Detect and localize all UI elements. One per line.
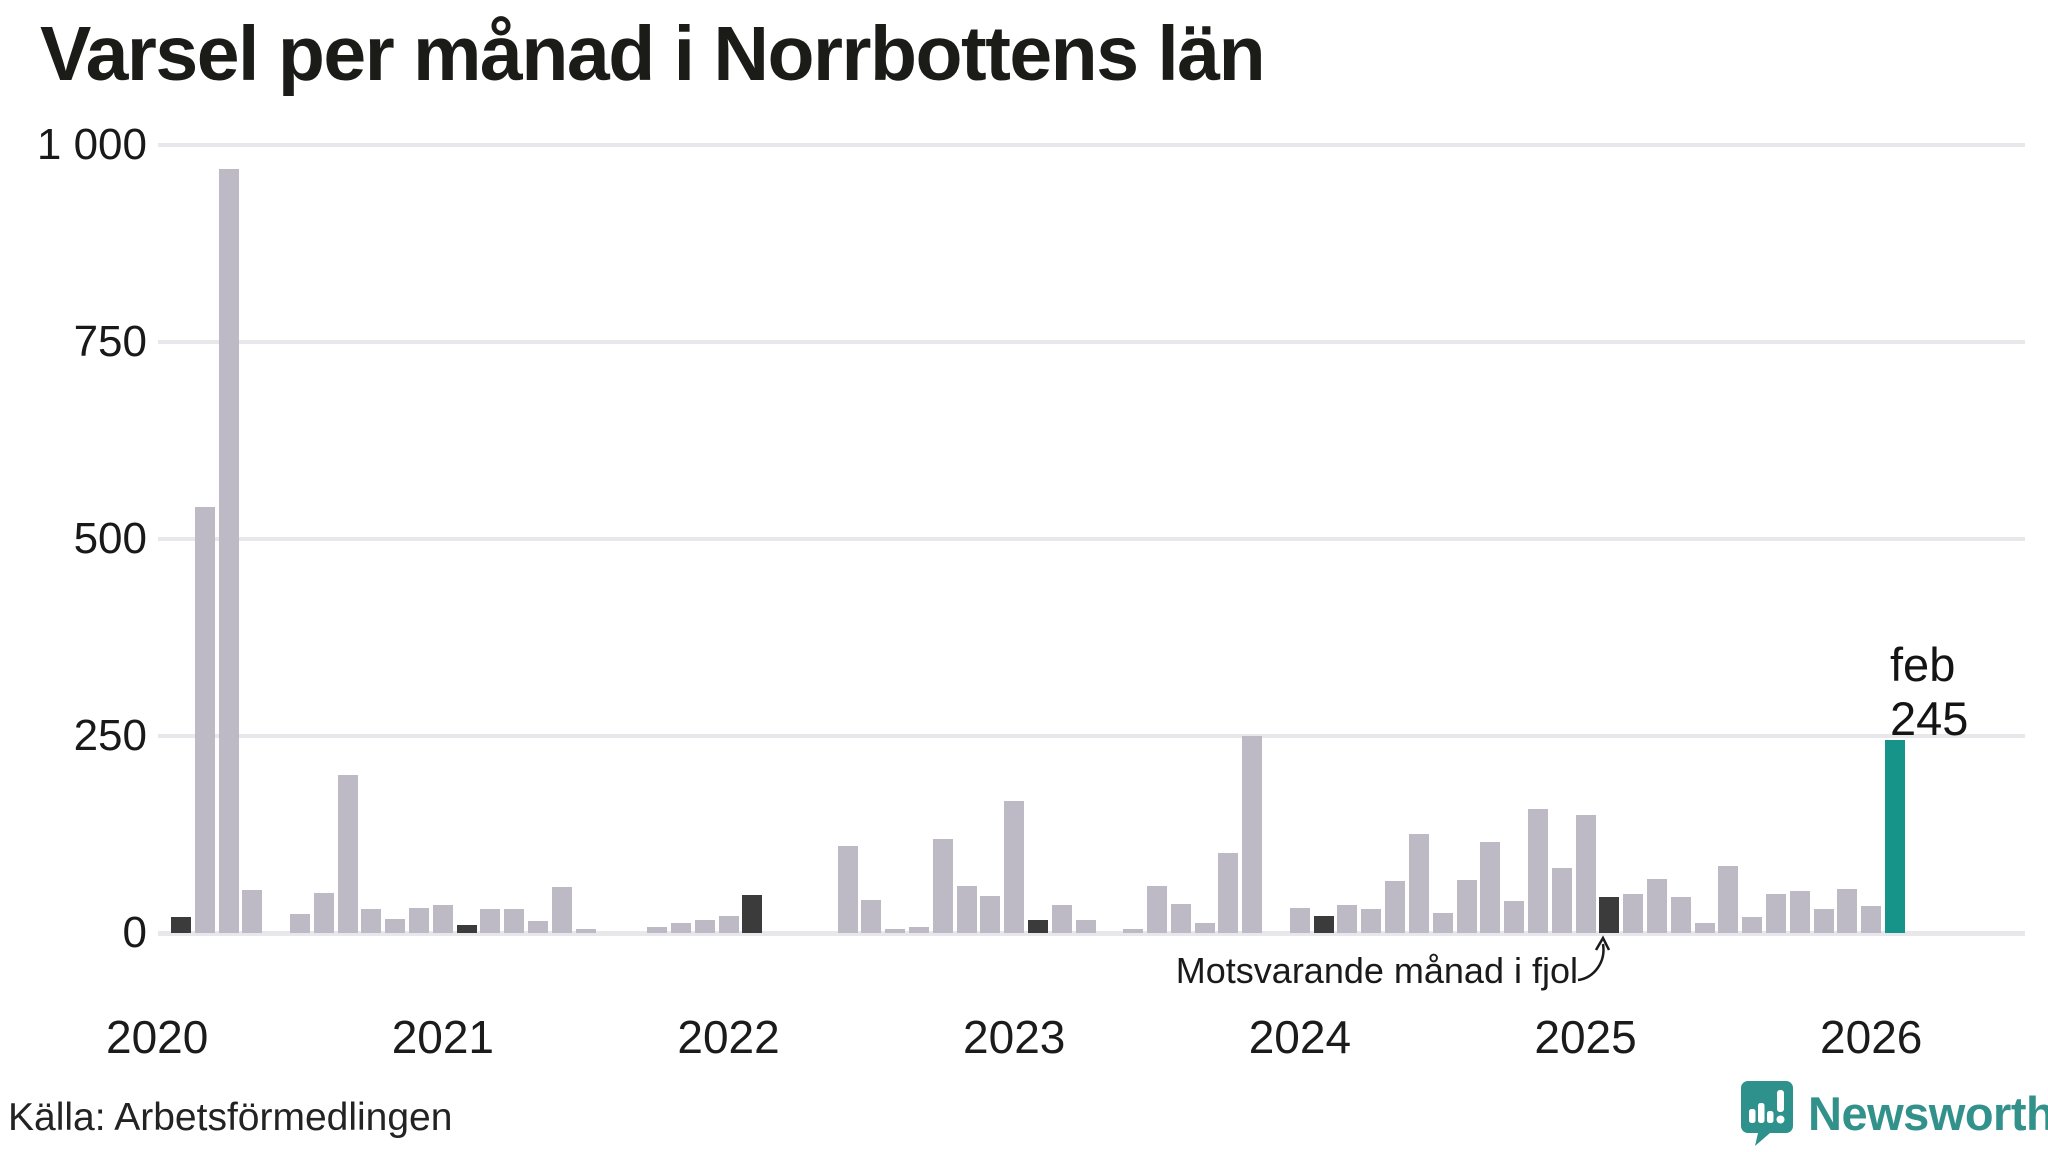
- gridline-250: [158, 734, 2025, 738]
- bar-2023-01: [1004, 800, 1025, 933]
- bar-2023-08: [1170, 903, 1191, 933]
- bar-2025-11: [1813, 908, 1834, 933]
- bar-2022-10: [932, 839, 953, 933]
- gridline-750: [158, 340, 2025, 344]
- bar-2022-11: [956, 885, 977, 933]
- y-axis-tick-label: 500: [73, 514, 147, 563]
- bar-2020-07: [290, 914, 311, 933]
- bar-2023-03: [1051, 905, 1072, 933]
- bar-2020-04: [218, 168, 239, 933]
- bar-2023-10: [1218, 853, 1239, 933]
- bar-2023-06: [1123, 929, 1144, 933]
- x-axis-year-label-2025: 2025: [1534, 1011, 1637, 1063]
- x-axis-year-label-2022: 2022: [677, 1011, 780, 1063]
- bar-2024-02: [1313, 916, 1334, 933]
- newsworthy-speech-bubble-chart-icon: [1741, 1081, 1793, 1146]
- bar-2025-12: [1837, 888, 1858, 933]
- bar-2020-08: [313, 892, 334, 933]
- bar-2025-10: [1789, 891, 1810, 933]
- bar-2022-12: [980, 895, 1001, 933]
- bar-2025-01: [1575, 814, 1596, 933]
- x-axis-year-label-2024: 2024: [1248, 1011, 1352, 1063]
- bar-2024-08: [1456, 880, 1477, 933]
- bar-2020-11: [385, 918, 406, 933]
- annotation-label: Motsvarande månad i fjol: [1175, 950, 1578, 991]
- bar-2023-04: [1075, 920, 1096, 933]
- bar-2024-10: [1504, 900, 1525, 933]
- bar-2020-12: [409, 907, 430, 933]
- bar-2021-05: [528, 921, 549, 933]
- bar-2025-03: [1623, 894, 1644, 933]
- chart-title: Varsel per månad i Norrbottens län: [40, 11, 1266, 97]
- bar-2024-03: [1337, 905, 1358, 933]
- current-month-name: feb: [1890, 638, 1956, 691]
- bar-2021-04: [504, 908, 525, 933]
- bar-2023-07: [1147, 885, 1168, 933]
- y-axis-tick-label: 250: [73, 711, 147, 760]
- bar-2026-01: [1861, 906, 1882, 933]
- bar-2023-02: [1028, 919, 1049, 933]
- bar-2024-07: [1432, 912, 1453, 933]
- bar-2022-01: [718, 916, 739, 933]
- gridline-1000: [158, 143, 2025, 147]
- bar-2024-04: [1361, 909, 1382, 933]
- bar-2025-06: [1694, 922, 1715, 933]
- bar-2022-06: [837, 846, 858, 933]
- y-axis-tick-label: 1 000: [36, 120, 147, 169]
- bar-2026-02: [1885, 739, 1906, 933]
- bar-2025-04: [1646, 878, 1667, 933]
- bar-2021-11: [670, 922, 691, 933]
- bar-2021-12: [694, 920, 715, 933]
- gridline-0: [158, 931, 2025, 936]
- x-axis-year-label-2021: 2021: [391, 1011, 495, 1063]
- y-axis-tick-label: 0: [122, 908, 147, 957]
- bar-2021-10: [647, 927, 668, 933]
- gridline-500: [158, 537, 2025, 541]
- bar-2022-07: [861, 899, 882, 933]
- bar-2021-07: [575, 929, 596, 933]
- bar-2023-09: [1194, 922, 1215, 933]
- bar-2021-01: [432, 904, 453, 933]
- bar-2022-08: [885, 929, 906, 933]
- newsworthy-logo: Newsworthy: [1740, 1080, 2048, 1146]
- bar-2024-05: [1385, 880, 1406, 933]
- y-axis-tick-label: 750: [73, 317, 147, 366]
- bar-2024-12: [1551, 868, 1572, 933]
- x-axis-year-label-2020: 2020: [106, 1011, 209, 1063]
- bar-2020-02: [171, 917, 191, 933]
- source-label: Källa: Arbetsförmedlingen: [8, 1096, 453, 1139]
- bar-2024-09: [1480, 841, 1501, 933]
- bar-2022-02: [742, 895, 763, 933]
- bar-2020-03: [194, 507, 215, 933]
- bar-2020-05: [242, 889, 263, 933]
- annotation-arrow-icon: [1577, 935, 1611, 982]
- bar-2025-07: [1718, 866, 1739, 933]
- bar-2021-02: [456, 925, 477, 933]
- bar-2024-01: [1289, 907, 1310, 933]
- bar-2025-09: [1766, 893, 1786, 933]
- bar-2025-05: [1670, 896, 1691, 933]
- bar-2022-09: [908, 926, 929, 933]
- bar-2021-03: [480, 908, 501, 933]
- x-axis-year-label-2023: 2023: [963, 1011, 1066, 1063]
- current-month-callout: feb 245: [1890, 638, 1968, 746]
- bar-2024-06: [1408, 833, 1429, 933]
- bar-2024-11: [1527, 809, 1548, 933]
- bar-2025-02: [1599, 896, 1620, 933]
- bar-2023-11: [1242, 736, 1263, 933]
- x-axis-year-label-2026: 2026: [1820, 1011, 1923, 1063]
- bar-2020-10: [361, 908, 382, 933]
- bar-2025-08: [1742, 917, 1763, 933]
- current-month-value: 245: [1890, 692, 1969, 745]
- newsworthy-wordmark: Newsworthy: [1808, 1086, 2048, 1140]
- bar-2020-09: [337, 775, 358, 933]
- bar-2021-06: [551, 886, 572, 933]
